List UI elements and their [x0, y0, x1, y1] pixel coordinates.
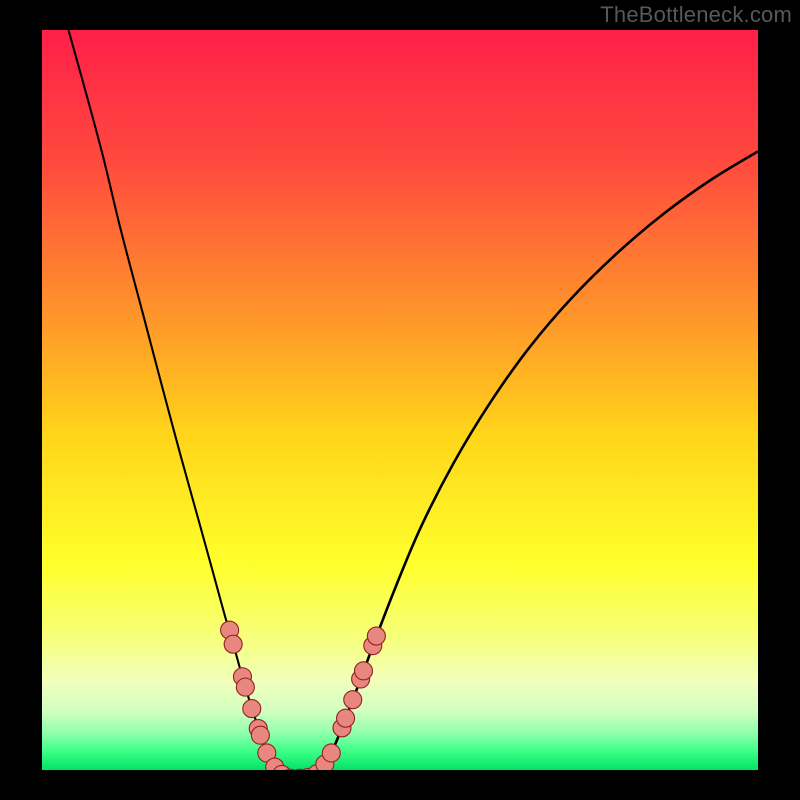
data-marker [367, 627, 385, 645]
data-marker [224, 635, 242, 653]
data-marker [251, 726, 269, 744]
data-marker [243, 700, 261, 718]
chart-container: TheBottleneck.com [0, 0, 800, 800]
data-marker [236, 678, 254, 696]
bottleneck-chart-svg [0, 0, 800, 800]
data-marker [337, 709, 355, 727]
data-marker [354, 662, 372, 680]
data-marker [322, 744, 340, 762]
watermark-text: TheBottleneck.com [600, 2, 792, 28]
data-marker [344, 691, 362, 709]
plot-background-gradient [42, 30, 758, 770]
